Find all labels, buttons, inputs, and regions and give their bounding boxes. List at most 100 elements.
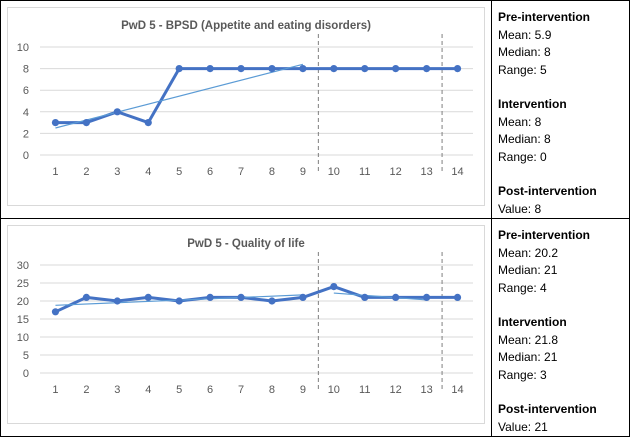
data-point <box>113 108 121 116</box>
y-tick-label: 10 <box>17 332 29 344</box>
chart-frame <box>7 225 485 424</box>
x-tick-label: 5 <box>176 384 182 396</box>
post-heading: Post-intervention <box>498 402 597 416</box>
y-tick-label: 8 <box>23 64 29 76</box>
pre-mean: Mean: 20.2 <box>498 245 559 260</box>
pre-median: Median: 21 <box>498 263 558 277</box>
x-tick-label: 6 <box>207 384 213 396</box>
bpsd-chart: PwD 5 - BPSD (Appetite and eating disord… <box>7 7 485 206</box>
x-tick-label: 7 <box>238 384 244 396</box>
pre-heading: Pre-intervention <box>498 10 591 24</box>
data-point <box>144 293 152 301</box>
data-point <box>237 65 245 73</box>
y-tick-label: 5 <box>23 350 29 362</box>
y-tick-label: 15 <box>17 314 29 326</box>
int-mean: Mean: 21.8 <box>498 332 559 347</box>
int-range: Range: 0 <box>498 149 547 164</box>
y-tick-label: 4 <box>23 107 29 119</box>
data-point <box>361 293 369 301</box>
data-point <box>82 119 90 127</box>
x-tick-label: 13 <box>420 166 432 178</box>
data-point <box>237 293 245 301</box>
data-point <box>268 65 276 73</box>
x-tick-label: 10 <box>328 166 340 178</box>
x-tick-label: 14 <box>451 384 463 396</box>
chart-frame <box>7 7 485 206</box>
chart-title: PwD 5 - BPSD (Appetite and eating disord… <box>121 20 371 32</box>
data-point <box>392 293 400 301</box>
data-point <box>330 283 338 291</box>
data-point <box>361 65 369 73</box>
x-tick-label: 13 <box>420 384 432 396</box>
data-point <box>51 119 60 127</box>
y-tick-label: 0 <box>23 368 29 380</box>
x-tick-label: 6 <box>207 166 213 178</box>
x-tick-label: 7 <box>238 166 244 178</box>
y-tick-label: 6 <box>23 85 29 97</box>
data-point <box>392 65 400 73</box>
x-tick-label: 9 <box>300 166 306 178</box>
stats-cell-qol: Pre-intervention Mean: 20.2 Median: 21 R… <box>491 218 630 437</box>
x-tick-label: 1 <box>52 384 58 396</box>
x-tick-label: 14 <box>451 166 463 178</box>
trend-line <box>55 63 304 129</box>
trend-line <box>333 292 427 301</box>
data-point <box>144 119 152 127</box>
x-tick-label: 5 <box>176 166 182 178</box>
stats-cell-bpsd: Pre-intervention Mean: 5.9 Median: 8 Ran… <box>491 0 630 219</box>
data-point <box>453 293 462 301</box>
chart-cell-qol: PwD 5 - Quality of life 0 5 10 15 20 25 30 1 2 3 4 5… <box>0 218 492 437</box>
x-tick-label: 4 <box>145 166 151 178</box>
int-mean: Mean: 8 <box>498 114 542 129</box>
int-median: Median: 21 <box>498 350 558 364</box>
x-tick-label: 10 <box>328 384 340 396</box>
data-point <box>423 293 431 301</box>
x-tick-label: 1 <box>52 166 58 178</box>
pre-mean: Mean: 5.9 <box>498 27 552 42</box>
data-point <box>268 297 276 305</box>
data-point <box>299 65 307 73</box>
post-heading: Post-intervention <box>498 184 597 198</box>
data-point <box>453 65 462 73</box>
data-point <box>423 65 431 73</box>
data-point <box>299 293 307 301</box>
data-point <box>206 293 214 301</box>
y-tick-label: 20 <box>17 296 29 308</box>
post-value: Value: 8 <box>498 201 542 216</box>
data-point <box>82 293 90 301</box>
pre-range: Range: 5 <box>498 62 547 77</box>
y-tick-label: 30 <box>17 260 29 272</box>
pre-heading: Pre-intervention <box>498 228 591 242</box>
pre-median: Median: 8 <box>498 45 551 59</box>
data-series-line <box>55 67 458 125</box>
data-point <box>51 308 60 316</box>
int-heading: Intervention <box>498 315 567 329</box>
data-point <box>175 297 183 305</box>
data-point <box>330 65 338 73</box>
x-tick-label: 8 <box>269 166 275 178</box>
x-tick-label: 3 <box>114 384 120 396</box>
y-tick-label: 0 <box>23 150 29 162</box>
post-value: Value: 21 <box>498 419 548 434</box>
x-tick-label: 2 <box>83 384 89 396</box>
data-point <box>113 297 121 305</box>
y-tick-label: 10 <box>17 42 29 54</box>
y-tick-label: 25 <box>17 278 29 290</box>
int-range: Range: 3 <box>498 367 547 382</box>
x-tick-label: 4 <box>145 384 151 396</box>
x-tick-label: 11 <box>359 384 370 396</box>
data-point <box>206 65 214 73</box>
int-median: Median: 8 <box>498 132 551 146</box>
x-tick-label: 2 <box>83 166 89 178</box>
data-point <box>175 65 183 73</box>
x-tick-label: 12 <box>390 166 402 178</box>
x-tick-label: 3 <box>114 166 120 178</box>
x-tick-label: 9 <box>300 384 306 396</box>
y-tick-label: 2 <box>23 128 29 140</box>
int-heading: Intervention <box>498 97 567 111</box>
chart-cell-bpsd: PwD 5 - BPSD (Appetite and eating disord… <box>0 0 492 219</box>
x-tick-label: 8 <box>269 384 275 396</box>
